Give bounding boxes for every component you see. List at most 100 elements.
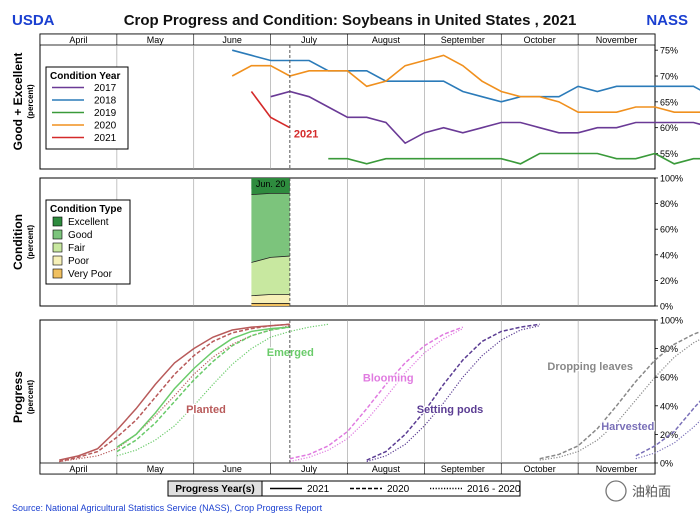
usda-brand: USDA	[12, 12, 55, 29]
legend-title: Condition Type	[50, 204, 122, 215]
series-line-2021	[250, 91, 291, 129]
good_excellent-ytick-label: 60%	[660, 123, 678, 133]
legend-item-good: Good	[68, 230, 92, 241]
series-line-2017	[270, 90, 700, 145]
good_excellent-month-label: November	[596, 35, 638, 45]
legend-item-2016-2020: 2016 - 2020	[467, 484, 521, 495]
condition-boundary	[251, 255, 290, 263]
progress-line-planted-2021	[59, 323, 290, 461]
progress-ytick-label: 0%	[660, 459, 673, 469]
legend-item-2021: 2021	[307, 484, 330, 495]
stage-label-setting-pods: Setting pods	[417, 404, 484, 416]
condition-ylabel-sub: (percent)	[26, 225, 35, 260]
watermark-text: 油粕面	[632, 484, 671, 499]
condition-boundary	[251, 192, 290, 196]
condition-ytick-label: 80%	[660, 199, 678, 209]
watermark: 油粕面	[605, 480, 671, 502]
stage-label-harvested: Harvested	[601, 421, 654, 433]
good_excellent-ylabel-sub: (percent)	[26, 84, 35, 119]
stage-label-planted: Planted	[186, 404, 226, 416]
wechat-icon	[605, 480, 627, 502]
progress-line-emerged-2021	[116, 326, 290, 448]
nass-brand: NASS	[646, 12, 688, 29]
good_excellent-month-label: July	[301, 35, 318, 45]
condition-ytick-label: 40%	[660, 250, 678, 260]
good_excellent-month-label: May	[147, 35, 165, 45]
condition-ytick-label: 20%	[660, 276, 678, 286]
progress-line-blooming-2016-2020	[289, 328, 464, 463]
series-line-2018	[231, 49, 700, 103]
legend-box	[45, 66, 129, 150]
progress-month-label: May	[147, 464, 165, 474]
progress-line-blooming-2020	[289, 326, 464, 460]
series-line-2019	[328, 152, 700, 165]
progress-year-legend: Progress Year(s) 2021 2020 2016 - 2020	[167, 480, 521, 497]
legend-swatch-good	[52, 229, 63, 240]
progress-month-label: November	[596, 464, 638, 474]
progress-line-setting-pods-2020	[366, 323, 540, 461]
legend-title: Progress Year(s)	[175, 484, 254, 495]
progress-month-label: August	[372, 464, 401, 474]
good_excellent-month-label: September	[441, 35, 485, 45]
stage-label-dropping-leaves: Dropping leaves	[547, 361, 633, 373]
legend-item-2021: 2021	[94, 133, 117, 144]
good_excellent-month-label: April	[69, 35, 87, 45]
legend-item-2017: 2017	[94, 83, 117, 94]
good_excellent-month-label: October	[524, 35, 556, 45]
good_excellent-ytick-label: 75%	[660, 46, 678, 56]
legend-title-box	[167, 480, 263, 497]
condition-area-very-poor	[251, 303, 290, 306]
good_excellent-ytick-label: 65%	[660, 97, 678, 107]
progress-month-label: June	[222, 464, 242, 474]
legend-item-fair: Fair	[68, 243, 86, 254]
week-marker-box	[251, 178, 290, 189]
legend-item-very-poor: Very Poor	[68, 269, 113, 280]
legend-swatch-excellent	[52, 216, 63, 227]
legend-item-excellent: Excellent	[68, 217, 109, 228]
legend-item-2020: 2020	[94, 121, 117, 132]
legend-swatch-poor	[52, 255, 63, 266]
condition-ytick-label: 100%	[660, 174, 683, 184]
progress-line-planted-2020	[59, 323, 290, 463]
series-end-label-2021: 2021	[294, 129, 318, 141]
legend-item-2019: 2019	[94, 108, 117, 119]
condition-ytick-label: 60%	[660, 225, 678, 235]
legend-item-poor: Poor	[68, 256, 90, 267]
condition-area-good	[251, 193, 290, 263]
good_excellent-ytick-label: 55%	[660, 149, 678, 159]
condition-area-fair	[251, 256, 290, 296]
progress-ytick-label: 60%	[660, 373, 678, 383]
good_excellent-ylabel: Good + Excellent	[11, 53, 25, 151]
progress-line-dropping-leaves-2020	[539, 331, 700, 460]
progress-ytick-label: 100%	[660, 316, 683, 326]
condition-area-poor	[251, 294, 290, 304]
progress-ytick-label: 80%	[660, 344, 678, 354]
good_excellent-month-label: June	[222, 35, 242, 45]
progress-ylabel: Progress	[11, 371, 25, 423]
progress-line-planted-2016-2020	[59, 325, 290, 463]
condition-ytick-label: 0%	[660, 302, 673, 312]
week-marker-label: Jun. 20	[256, 179, 286, 189]
progress-month-label: April	[69, 464, 87, 474]
legend-title: Condition Year	[50, 71, 120, 82]
chart-title: Crop Progress and Condition: Soybeans in…	[124, 12, 577, 29]
source-note: Source: National Agricultural Statistics…	[12, 503, 323, 513]
legend-swatch-fair	[52, 242, 63, 253]
legend-item-2018: 2018	[94, 96, 117, 107]
series-line-2020	[231, 54, 700, 113]
stage-label-blooming: Blooming	[363, 372, 414, 384]
condition-ylabel: Condition	[11, 214, 25, 270]
progress-month-label: September	[441, 464, 485, 474]
condition-type-legend: Condition Type Excellent Good Fair Poor Very …	[45, 199, 131, 285]
legend-swatch-very-poor	[52, 268, 63, 279]
progress-line-setting-pods-2016-2020	[366, 325, 540, 463]
condition-boundary	[251, 294, 290, 297]
progress-line-emerged-2020	[116, 326, 290, 453]
chart-panels: April May June July August September October No…	[11, 33, 700, 497]
progress-month-label: October	[524, 464, 556, 474]
good_excellent-month-label: August	[372, 35, 401, 45]
legend-item-2020: 2020	[387, 484, 410, 495]
progress-month-label: July	[301, 464, 318, 474]
